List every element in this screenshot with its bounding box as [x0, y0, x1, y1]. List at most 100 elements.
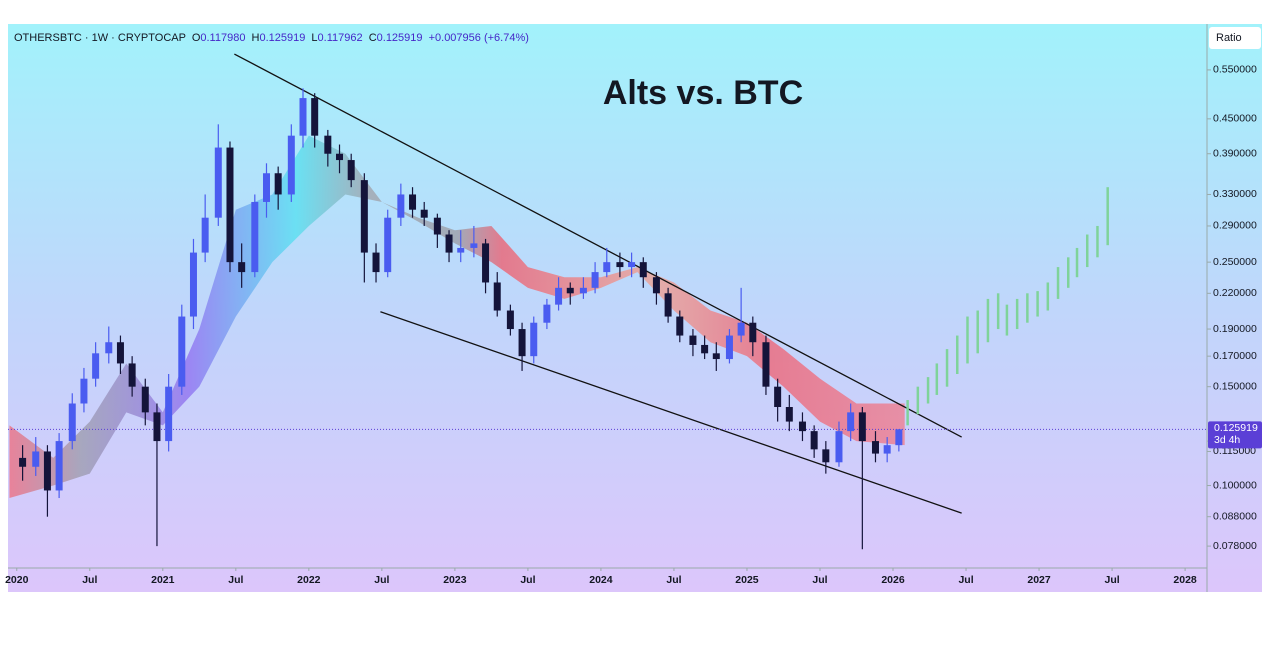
candle-body: [701, 344, 709, 354]
candle-body: [19, 457, 27, 467]
candle-body: [871, 441, 879, 454]
y-tick-label: 0.078000: [1213, 540, 1257, 552]
chart-title: Alts vs. BTC: [603, 74, 803, 112]
candle-body: [847, 412, 855, 432]
candle-body: [530, 322, 538, 357]
y-tick-label: 0.150000: [1213, 380, 1257, 392]
candle-body: [55, 441, 63, 491]
candle-body: [178, 316, 186, 387]
candle-body: [128, 363, 136, 387]
candle-body: [639, 262, 647, 278]
candle-body: [299, 98, 307, 136]
y-tick-label: 0.550000: [1213, 64, 1257, 76]
candle-body: [433, 217, 441, 235]
trendline: [380, 311, 962, 514]
candle-body: [628, 262, 636, 268]
x-tick-label: Jul: [958, 574, 973, 586]
x-tick-label: Jul: [1104, 574, 1119, 586]
candle-body: [226, 147, 234, 263]
candle-body: [32, 451, 40, 467]
candle-body: [92, 353, 100, 379]
candle-body: [689, 335, 697, 345]
candle-body: [251, 201, 259, 273]
y-tick-label: 0.088000: [1213, 510, 1257, 522]
candle-body: [810, 431, 818, 450]
candle-body: [347, 160, 355, 181]
y-tick-label: 0.290000: [1213, 220, 1257, 232]
y-tick-label: 0.100000: [1213, 479, 1257, 491]
candle-body: [324, 135, 332, 154]
x-tick-label: 2022: [297, 574, 321, 586]
candle-body: [336, 153, 344, 161]
ohlc-key: L: [311, 32, 317, 44]
ohlc-value: 0.117980: [200, 32, 245, 44]
candle-body: [774, 386, 782, 408]
candle-body: [457, 247, 465, 253]
candle-body: [712, 353, 720, 360]
candle-body: [749, 322, 757, 343]
candle-body: [883, 445, 891, 454]
x-tick-label: 2028: [1173, 574, 1197, 586]
candle-body: [372, 252, 380, 273]
candle-body: [676, 316, 684, 336]
candle-body: [543, 304, 551, 323]
candle-body: [214, 147, 222, 218]
candle-body: [603, 262, 611, 273]
ohlc-value: 0.125919: [259, 32, 305, 44]
candle-body: [518, 329, 526, 357]
y-tick-label: 0.390000: [1213, 148, 1257, 160]
candle-body: [274, 173, 282, 195]
change: +0.007956 (+6.74%): [429, 32, 529, 44]
candle-body: [201, 217, 209, 253]
candle-body: [105, 342, 113, 354]
candle-body: [858, 412, 866, 442]
y-tick-label: 0.250000: [1213, 256, 1257, 268]
candle-body: [141, 386, 149, 413]
candle-body: [311, 98, 319, 136]
x-tick-label: 2026: [881, 574, 905, 586]
candle-body: [822, 449, 830, 463]
candle-body: [506, 310, 514, 330]
candle-body: [360, 180, 368, 253]
scale-button-label[interactable]: Ratio: [1216, 32, 1242, 44]
x-tick-label: 2025: [735, 574, 759, 586]
candle-body: [579, 287, 587, 294]
candle-body: [664, 293, 672, 317]
trendline: [234, 53, 962, 438]
candle-body: [616, 262, 624, 268]
x-tick-label: Jul: [374, 574, 389, 586]
candle-body: [895, 429, 903, 446]
candle-body: [153, 412, 161, 442]
candle-body: [238, 262, 246, 273]
y-tick-label: 0.170000: [1213, 350, 1257, 362]
symbol: OTHERSBTC · 1W · CRYPTOCAP: [14, 32, 186, 44]
candle-body: [189, 252, 197, 317]
ohlc-value: 0.125919: [377, 32, 423, 44]
y-tick-label: 0.450000: [1213, 113, 1257, 125]
y-tick-label: 0.220000: [1213, 287, 1257, 299]
candle-body: [470, 243, 478, 248]
candle-body: [116, 342, 124, 364]
candle-body: [397, 194, 405, 218]
countdown-label: 3d 4h: [1214, 434, 1240, 446]
x-tick-label: Jul: [666, 574, 681, 586]
candle-body: [785, 407, 793, 422]
x-tick-label: Jul: [82, 574, 97, 586]
candle-body: [566, 287, 574, 294]
x-tick-label: 2021: [151, 574, 175, 586]
candle-body: [737, 322, 745, 336]
y-tick-label: 0.190000: [1213, 323, 1257, 335]
candle-body: [420, 209, 428, 218]
candle-body: [384, 217, 392, 273]
x-tick-label: Jul: [228, 574, 243, 586]
scale-button[interactable]: [1209, 27, 1261, 49]
x-tick-label: Jul: [520, 574, 535, 586]
candle-body: [409, 194, 417, 210]
x-tick-label: 2020: [5, 574, 29, 586]
candle-body: [262, 173, 270, 202]
x-tick-label: 2024: [589, 574, 613, 586]
candle-body: [287, 135, 295, 195]
candle-body: [591, 272, 599, 288]
